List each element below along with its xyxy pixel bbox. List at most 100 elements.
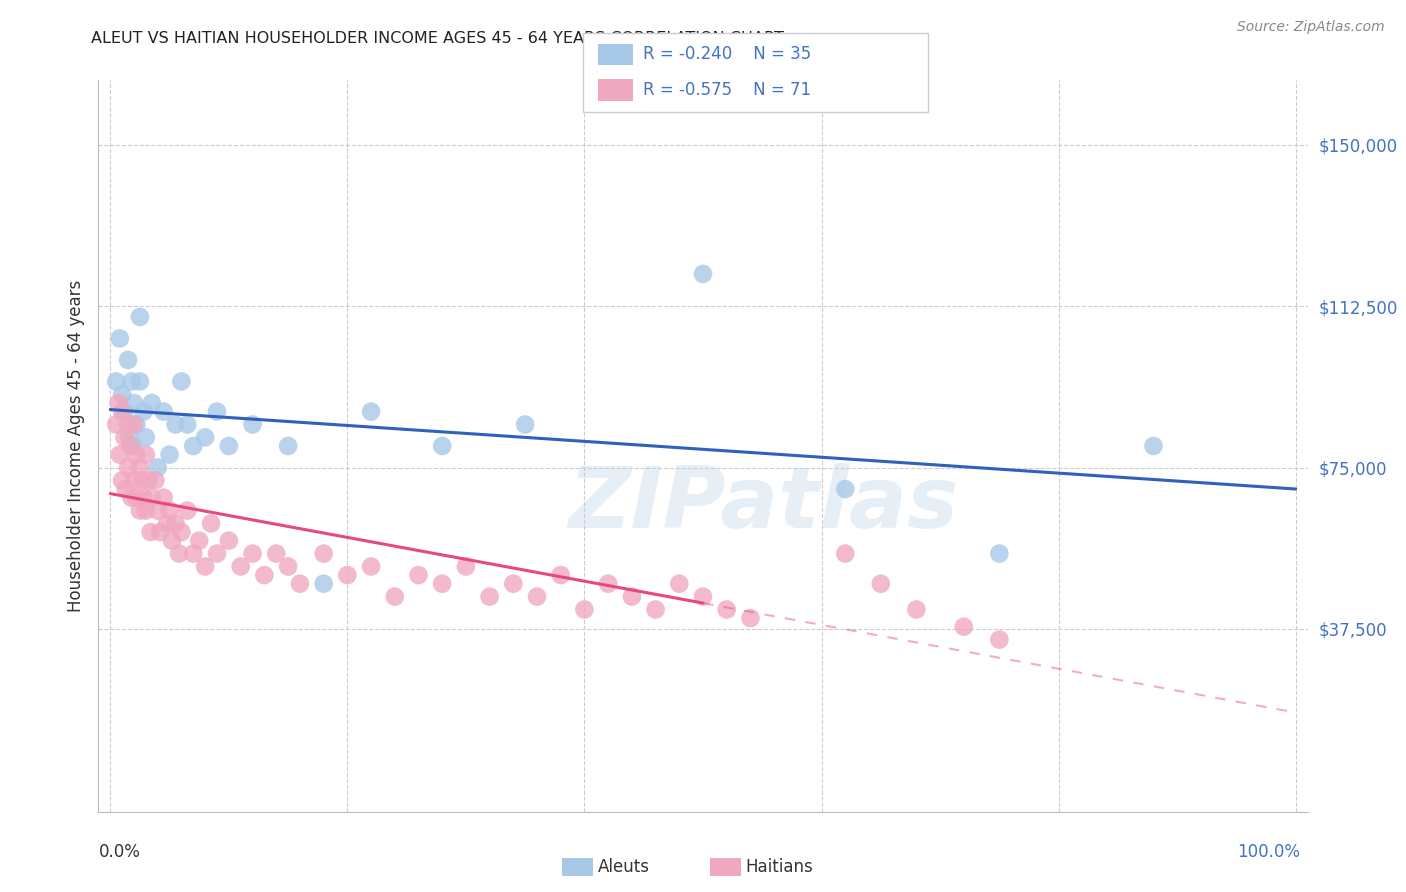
Point bbox=[122, 417, 145, 432]
Point bbox=[122, 396, 145, 410]
Point bbox=[288, 576, 311, 591]
Point bbox=[242, 547, 264, 561]
Point bbox=[152, 491, 174, 505]
Point bbox=[125, 491, 148, 505]
Point bbox=[121, 439, 143, 453]
Point bbox=[132, 404, 155, 418]
Point bbox=[146, 460, 169, 475]
Point bbox=[432, 576, 454, 591]
Text: ALEUT VS HAITIAN HOUSEHOLDER INCOME AGES 45 - 64 YEARS CORRELATION CHART: ALEUT VS HAITIAN HOUSEHOLDER INCOME AGES… bbox=[91, 31, 785, 46]
Text: ZIPatlas: ZIPatlas bbox=[568, 463, 959, 546]
Point bbox=[111, 474, 134, 488]
Point bbox=[117, 417, 139, 432]
Point bbox=[165, 516, 187, 531]
Point bbox=[277, 559, 299, 574]
Point bbox=[129, 460, 152, 475]
Point bbox=[952, 620, 974, 634]
Point bbox=[105, 375, 128, 389]
Point bbox=[135, 448, 157, 462]
Text: 100.0%: 100.0% bbox=[1237, 843, 1301, 861]
Text: Haitians: Haitians bbox=[745, 858, 813, 876]
Point bbox=[194, 559, 217, 574]
Text: Source: ZipAtlas.com: Source: ZipAtlas.com bbox=[1237, 20, 1385, 34]
Point bbox=[117, 460, 139, 475]
Point bbox=[129, 503, 152, 517]
Point bbox=[105, 417, 128, 432]
Point bbox=[129, 375, 152, 389]
Point bbox=[159, 448, 181, 462]
Point bbox=[135, 430, 157, 444]
Point bbox=[131, 474, 153, 488]
Y-axis label: Householder Income Ages 45 - 64 years: Householder Income Ages 45 - 64 years bbox=[66, 280, 84, 612]
Point bbox=[205, 404, 228, 418]
Point bbox=[160, 533, 183, 548]
Point bbox=[454, 559, 477, 574]
Point bbox=[988, 547, 1011, 561]
Point bbox=[152, 404, 174, 418]
Point bbox=[360, 559, 382, 574]
Point bbox=[129, 310, 152, 324]
Point bbox=[264, 547, 287, 561]
Point bbox=[114, 404, 136, 418]
Point bbox=[277, 439, 299, 453]
Point bbox=[108, 331, 131, 345]
Point bbox=[644, 602, 666, 616]
Point bbox=[135, 503, 157, 517]
Point bbox=[167, 547, 190, 561]
Point bbox=[111, 404, 134, 418]
Point bbox=[550, 568, 572, 582]
Text: Aleuts: Aleuts bbox=[598, 858, 650, 876]
Point bbox=[170, 524, 193, 539]
Point bbox=[121, 375, 143, 389]
Point bbox=[176, 417, 198, 432]
Point bbox=[156, 516, 179, 531]
Point bbox=[188, 533, 211, 548]
Point bbox=[125, 448, 148, 462]
Point bbox=[141, 491, 163, 505]
Point bbox=[170, 375, 193, 389]
Point bbox=[218, 533, 240, 548]
Point bbox=[120, 439, 142, 453]
Point bbox=[143, 474, 166, 488]
Point bbox=[176, 503, 198, 517]
Text: 0.0%: 0.0% bbox=[98, 843, 141, 861]
Point bbox=[200, 516, 222, 531]
Point bbox=[408, 568, 430, 582]
Point bbox=[218, 439, 240, 453]
Point bbox=[136, 474, 159, 488]
Point bbox=[620, 590, 643, 604]
Point bbox=[716, 602, 738, 616]
Point bbox=[692, 590, 714, 604]
Point bbox=[118, 430, 141, 444]
Point bbox=[312, 576, 335, 591]
Point bbox=[122, 474, 145, 488]
Point bbox=[108, 448, 131, 462]
Point bbox=[692, 267, 714, 281]
Point bbox=[111, 387, 134, 401]
Point bbox=[668, 576, 690, 591]
Point bbox=[1142, 439, 1164, 453]
Point bbox=[988, 632, 1011, 647]
Point bbox=[146, 503, 169, 517]
Point bbox=[574, 602, 596, 616]
Point bbox=[384, 590, 406, 604]
Point bbox=[194, 430, 217, 444]
Point bbox=[740, 611, 762, 625]
Point bbox=[141, 396, 163, 410]
Point bbox=[107, 396, 129, 410]
Point bbox=[139, 524, 162, 539]
Point bbox=[181, 547, 204, 561]
Point bbox=[905, 602, 928, 616]
Point bbox=[125, 417, 148, 432]
Point bbox=[132, 491, 155, 505]
Point bbox=[598, 576, 620, 591]
Point bbox=[360, 404, 382, 418]
Point bbox=[181, 439, 204, 453]
Point bbox=[205, 547, 228, 561]
Point bbox=[242, 417, 264, 432]
Text: R = -0.575    N = 71: R = -0.575 N = 71 bbox=[643, 81, 811, 99]
Point bbox=[117, 353, 139, 368]
Point bbox=[159, 503, 181, 517]
Point bbox=[432, 439, 454, 453]
Text: R = -0.240    N = 35: R = -0.240 N = 35 bbox=[643, 45, 811, 63]
